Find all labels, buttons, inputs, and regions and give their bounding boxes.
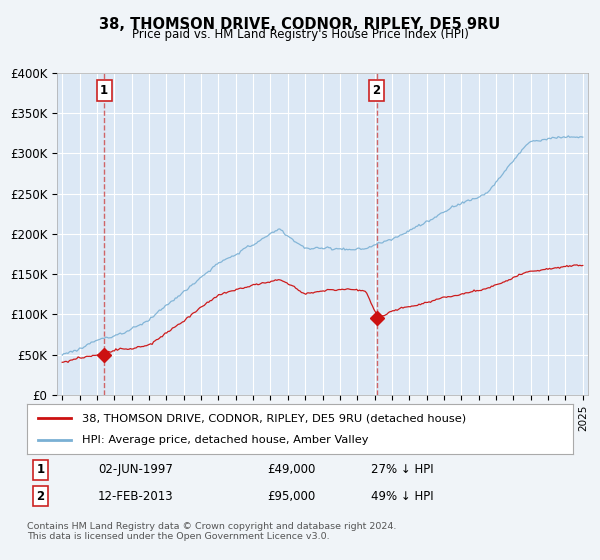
Text: 2: 2	[373, 84, 381, 97]
Text: 1: 1	[100, 84, 108, 97]
Text: 27% ↓ HPI: 27% ↓ HPI	[371, 463, 434, 476]
Text: 38, THOMSON DRIVE, CODNOR, RIPLEY, DE5 9RU (detached house): 38, THOMSON DRIVE, CODNOR, RIPLEY, DE5 9…	[82, 413, 466, 423]
Text: £95,000: £95,000	[267, 490, 316, 503]
Text: Contains HM Land Registry data © Crown copyright and database right 2024.
This d: Contains HM Land Registry data © Crown c…	[27, 522, 397, 542]
Text: £49,000: £49,000	[267, 463, 316, 476]
Text: 02-JUN-1997: 02-JUN-1997	[98, 463, 173, 476]
Text: HPI: Average price, detached house, Amber Valley: HPI: Average price, detached house, Ambe…	[82, 435, 368, 445]
Text: Price paid vs. HM Land Registry's House Price Index (HPI): Price paid vs. HM Land Registry's House …	[131, 28, 469, 41]
Text: 49% ↓ HPI: 49% ↓ HPI	[371, 490, 434, 503]
Text: 2: 2	[37, 490, 45, 503]
Text: 12-FEB-2013: 12-FEB-2013	[98, 490, 173, 503]
Text: 1: 1	[37, 463, 45, 476]
Text: 38, THOMSON DRIVE, CODNOR, RIPLEY, DE5 9RU: 38, THOMSON DRIVE, CODNOR, RIPLEY, DE5 9…	[100, 17, 500, 32]
